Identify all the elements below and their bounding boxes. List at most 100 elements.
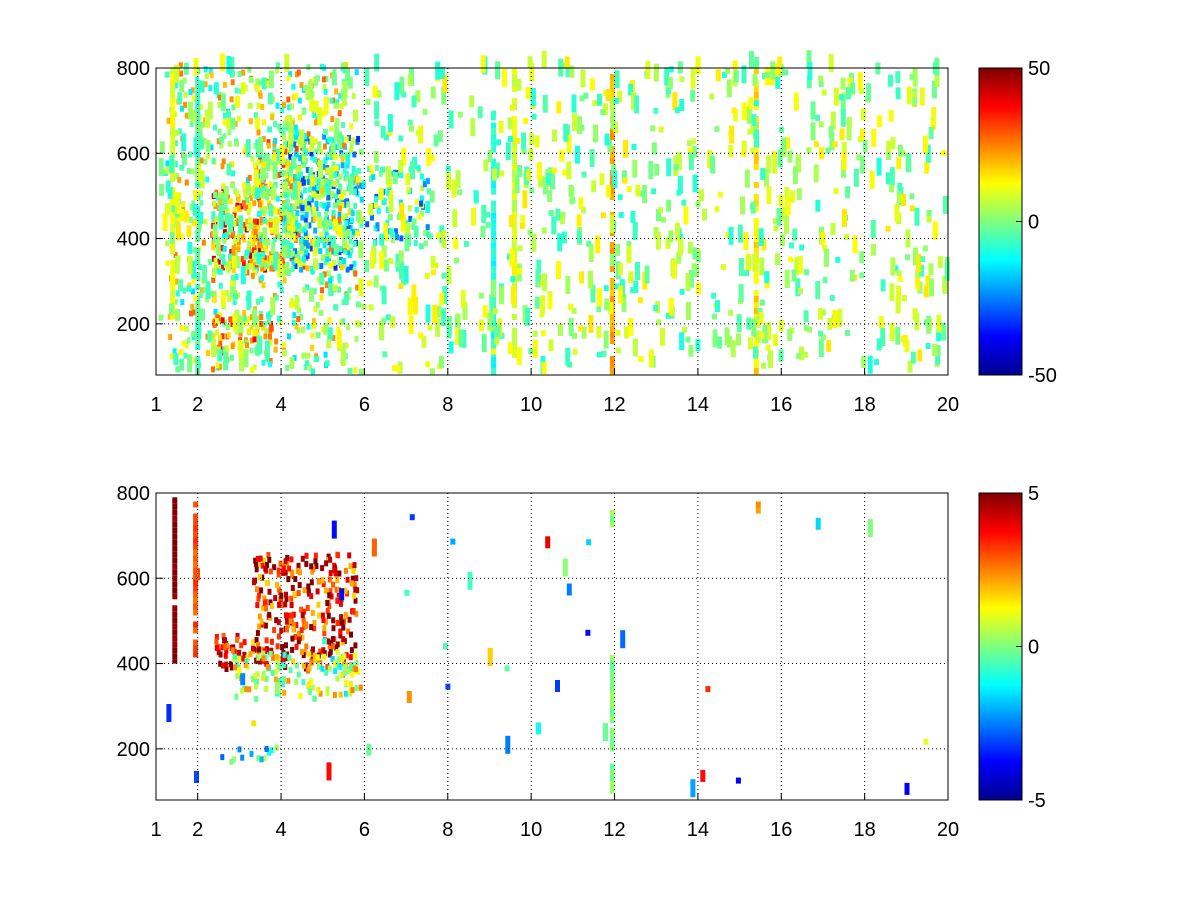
top-heatmap-cell	[338, 173, 343, 180]
top-sparse-cell	[309, 174, 315, 187]
top-heatmap-cell	[172, 160, 177, 167]
top-sparse-cell	[347, 367, 353, 374]
top-heatmap-cell	[425, 224, 430, 231]
top-heatmap-cell	[306, 323, 311, 330]
top-sparse-cell	[526, 169, 532, 182]
top-sparse-cell	[244, 249, 250, 256]
top-sparse-cell	[771, 151, 777, 158]
top-heatmap-cell	[371, 202, 376, 209]
top-sparse-cell	[478, 319, 484, 332]
top-stripe-cell	[170, 110, 176, 116]
top-heatmap-cell	[252, 245, 257, 252]
top-sparse-cell	[512, 257, 517, 276]
top-sparse-cell	[381, 317, 387, 324]
top-heatmap-cell	[322, 143, 327, 150]
top-heatmap-cell	[332, 69, 337, 76]
top-sparse-cell	[284, 240, 290, 259]
top-sparse-cell	[192, 220, 198, 227]
top-sparse-cell	[936, 329, 942, 342]
top-heatmap-cell	[231, 104, 236, 111]
top-heatmap-cell	[285, 199, 290, 206]
top-sparse-cell	[764, 72, 770, 78]
top-sparse-cell	[779, 234, 785, 247]
top-heatmap-cell	[335, 178, 340, 185]
top-heatmap-cell	[246, 328, 251, 335]
bottom-y-tick-label: 800	[117, 483, 150, 505]
top-sparse-cell	[775, 253, 780, 266]
top-sparse-cell	[421, 335, 427, 348]
top-heatmap-cell	[314, 148, 319, 155]
bottom-heatmap-cell	[276, 571, 281, 578]
top-sparse-cell	[569, 186, 575, 205]
bottom-heatmap-cell	[260, 574, 265, 581]
top-heatmap-cell	[351, 228, 356, 235]
top-heatmap-cell	[275, 232, 280, 239]
top-heatmap-cell	[296, 69, 301, 76]
top-sparse-cell	[699, 189, 704, 202]
top-heatmap-cell	[393, 228, 398, 235]
top-stripe-cell	[753, 302, 759, 308]
top-sparse-cell	[445, 165, 451, 172]
top-sparse-cell	[429, 368, 435, 375]
top-sparse-cell	[372, 85, 378, 98]
bottom-heatmap-cell	[284, 595, 289, 602]
top-heatmap-cell	[347, 252, 352, 259]
top-sparse-cell	[186, 225, 192, 238]
bottom-stripe-cell	[172, 527, 178, 534]
top-stripe-cell	[170, 152, 176, 158]
top-sparse-cell	[433, 134, 439, 147]
top-heatmap-cell	[213, 257, 218, 264]
top-heatmap-cell	[329, 125, 334, 132]
bottom-sparse-cell	[194, 771, 199, 783]
top-heatmap-cell	[251, 231, 256, 238]
top-colorbar-tick-label: 50	[1028, 58, 1050, 80]
top-sparse-cell	[867, 355, 873, 374]
top-sparse-cell	[205, 281, 211, 300]
top-heatmap-cell	[258, 246, 263, 253]
top-heatmap-cell	[341, 122, 346, 129]
bottom-heatmap-cell	[320, 565, 325, 572]
bottom-heatmap-cell	[289, 602, 294, 608]
top-sparse-cell	[789, 190, 795, 203]
top-heatmap-cell	[261, 282, 266, 289]
top-heatmap-cell	[289, 187, 294, 194]
top-sparse-cell	[520, 215, 526, 228]
top-sparse-cell	[789, 242, 794, 249]
top-heatmap-cell	[354, 336, 359, 342]
top-sparse-cell	[410, 161, 415, 180]
bottom-heatmap-cell	[269, 747, 274, 754]
top-sparse-cell	[174, 64, 180, 83]
top-heatmap-cell	[251, 265, 256, 272]
top-heatmap-cell	[259, 321, 264, 327]
top-sparse-cell	[922, 245, 928, 252]
top-heatmap-cell	[255, 151, 260, 158]
top-heatmap-cell	[339, 197, 344, 204]
bottom-heatmap-cell	[291, 626, 296, 633]
top-sparse-cell	[556, 101, 562, 114]
top-sparse-cell	[339, 194, 345, 201]
top-heatmap-cell	[230, 79, 235, 86]
top-sparse-cell	[668, 230, 674, 243]
top-sparse-cell	[550, 171, 555, 190]
top-heatmap-cell	[165, 260, 170, 267]
top-heatmap-cell	[343, 248, 348, 255]
bottom-heatmap-cell	[287, 654, 292, 661]
top-stripe-cell	[512, 164, 517, 170]
top-sparse-cell	[810, 101, 816, 120]
top-heatmap-cell	[269, 251, 274, 258]
bottom-heatmap-cell	[268, 650, 273, 657]
top-heatmap-cell	[297, 114, 302, 121]
top-heatmap-cell	[181, 201, 186, 207]
top-sparse-cell	[315, 193, 321, 200]
bottom-heatmap-cell	[324, 587, 328, 594]
top-heatmap-cell	[414, 206, 419, 213]
top-sparse-cell	[379, 251, 385, 270]
top-sparse-cell	[267, 92, 273, 105]
bottom-heatmap-cell	[340, 619, 345, 626]
top-sparse-cell	[880, 279, 886, 292]
top-heatmap-cell	[320, 178, 325, 185]
top-heatmap-cell	[315, 187, 319, 194]
top-stripe-cell	[491, 338, 497, 345]
top-sparse-cell	[217, 268, 223, 275]
top-sparse-cell	[920, 256, 926, 263]
